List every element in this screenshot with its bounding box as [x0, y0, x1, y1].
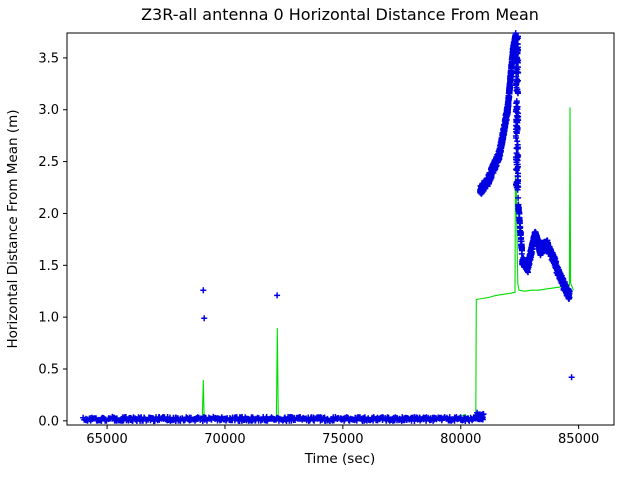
y-tick-label: 3.0 — [38, 103, 59, 118]
y-tick-label: 0.0 — [38, 414, 59, 429]
y-axis-label: Horizontal Distance From Mean (m) — [5, 109, 21, 348]
x-tick-label: 65000 — [86, 432, 127, 447]
y-tick-label: 1.0 — [38, 311, 59, 326]
plot-frame — [66, 32, 615, 426]
x-tick-label: 85000 — [558, 432, 599, 447]
y-tick-label: 2.5 — [38, 155, 59, 170]
x-tick-label: 70000 — [204, 432, 245, 447]
plot-layer: 65000 70000 75000 80000 85000 0.0 0.5 1.0 1.5 2.0… — [38, 30, 615, 447]
x-tick-label: 75000 — [322, 432, 363, 447]
y-tick-label: 2.0 — [38, 207, 59, 222]
y-tick-label: 0.5 — [38, 363, 59, 378]
x-tick-label: 80000 — [440, 432, 481, 447]
chart-title: Z3R-all antenna 0 Horizontal Distance Fr… — [141, 5, 539, 24]
blue-plus-markers — [80, 30, 575, 425]
y-tick-label: 1.5 — [38, 259, 59, 274]
x-axis-label: Time (sec) — [304, 451, 376, 467]
y-tick-label: 3.5 — [38, 51, 59, 66]
